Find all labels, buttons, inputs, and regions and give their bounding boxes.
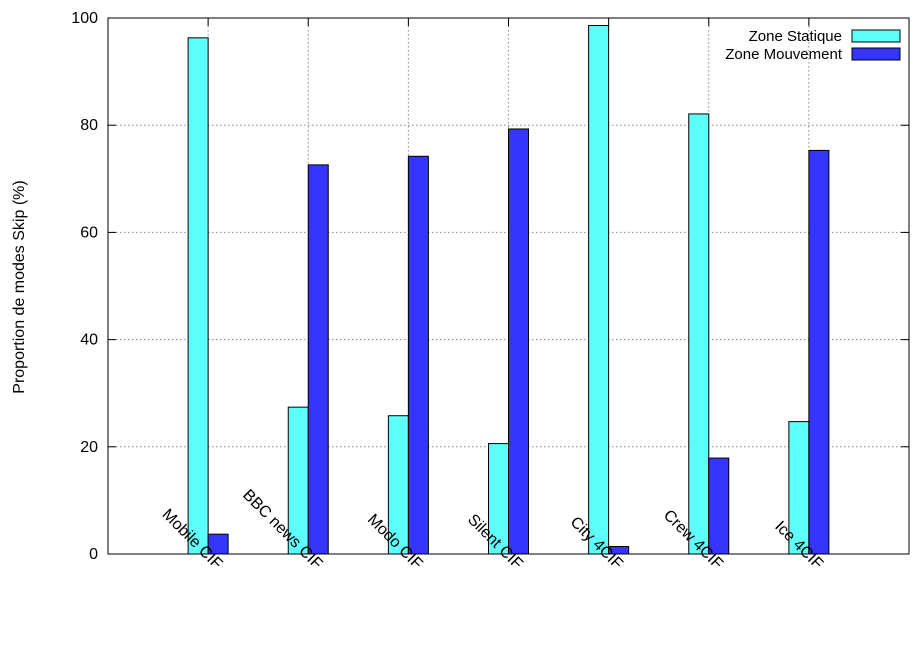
bar xyxy=(588,25,610,555)
bars xyxy=(187,25,830,555)
bar xyxy=(187,37,209,555)
plot-frame xyxy=(107,17,910,555)
bar xyxy=(307,164,329,555)
legend-label: Zone Statique xyxy=(749,28,842,45)
y-tick-label: 60 xyxy=(80,224,98,241)
y-tick-label: 0 xyxy=(89,546,98,563)
y-axis-ticks: 0 20 40 60 80 100 xyxy=(71,10,909,563)
y-tick-label: 40 xyxy=(80,332,98,349)
bar xyxy=(508,128,529,555)
y-tick-label: 20 xyxy=(80,439,98,456)
bar xyxy=(808,149,830,555)
legend-swatch xyxy=(851,47,901,61)
bar xyxy=(688,113,710,555)
y-axis-title: Proportion de modes Skip (%) xyxy=(11,180,28,393)
y-tick-label: 80 xyxy=(80,117,98,134)
y-tick-label: 100 xyxy=(71,10,98,27)
legend-label: Zone Mouvement xyxy=(725,46,843,63)
legend-swatch xyxy=(851,29,901,43)
bar xyxy=(407,155,429,555)
bar xyxy=(708,457,730,555)
